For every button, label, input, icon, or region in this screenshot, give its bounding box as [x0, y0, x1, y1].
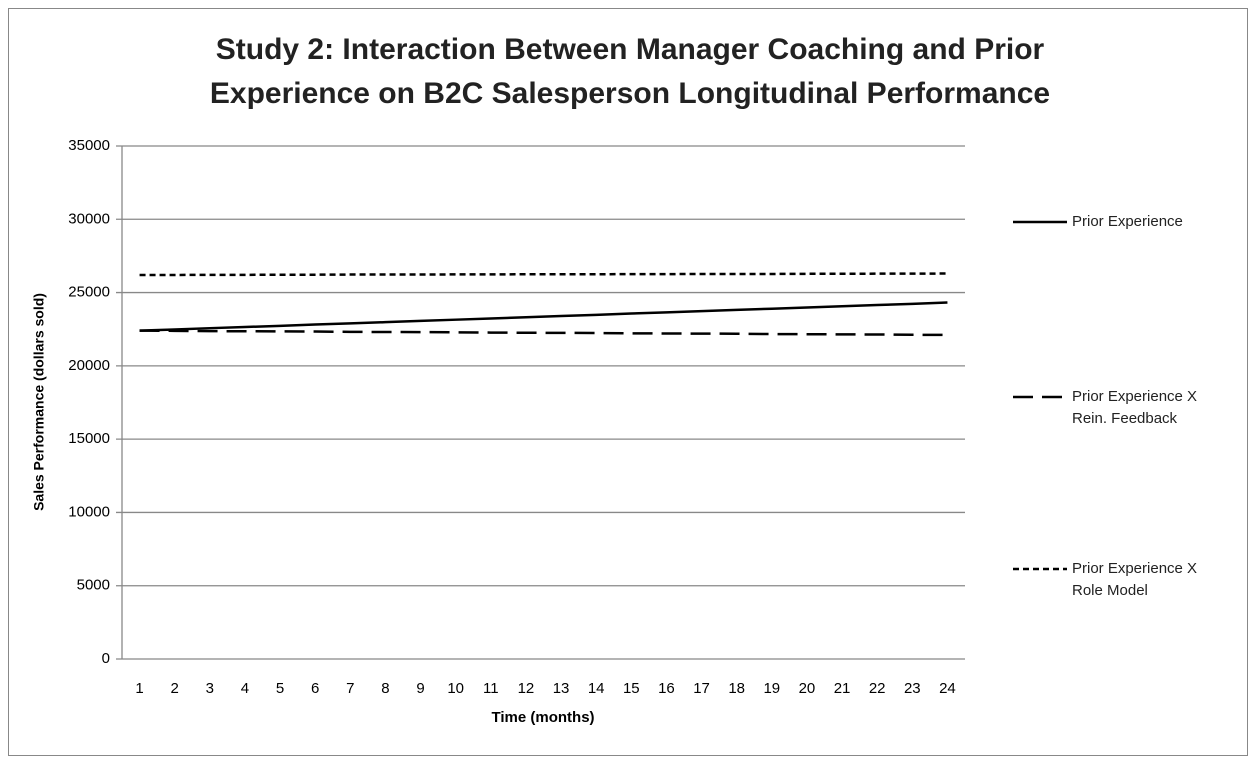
legend-entry: Prior Experience — [1072, 213, 1183, 230]
legend-entry: Prior Experience X Role Model — [1072, 560, 1198, 599]
x-tick-label: 18 — [728, 680, 745, 697]
x-tick-label: 16 — [658, 680, 675, 697]
x-tick-label: 20 — [799, 680, 816, 697]
x-tick-label: 23 — [904, 680, 921, 697]
x-tick-label: 10 — [447, 680, 464, 697]
x-tick-label: 4 — [241, 680, 249, 697]
series-line — [139, 272, 948, 277]
x-tick-label: 1 — [135, 680, 143, 697]
frame — [8, 8, 1248, 756]
x-tick-label: 17 — [693, 680, 710, 697]
x-tick-label: 14 — [588, 680, 605, 697]
y-tick-label: 0 — [102, 650, 110, 667]
x-tick-label: 15 — [623, 680, 640, 697]
x-tick-label: 5 — [276, 680, 284, 697]
x-tick-label: 2 — [171, 680, 179, 697]
x-tick-label: 13 — [553, 680, 570, 697]
x-tick-label: 9 — [416, 680, 424, 697]
legend-entry: Prior Experience X Rein. Feedback — [1072, 388, 1198, 427]
y-tick-label: 5000 — [77, 577, 110, 594]
x-tick-label: 8 — [381, 680, 389, 697]
y-tick-label: 35000 — [68, 137, 110, 154]
x-tick-label: 12 — [518, 680, 535, 697]
x-axis-label: Time (months) — [491, 709, 594, 726]
x-tick-label: 22 — [869, 680, 886, 697]
x-tick-label: 19 — [763, 680, 780, 697]
y-tick-label: 20000 — [68, 357, 110, 374]
x-tick-label: 24 — [939, 680, 956, 697]
y-tick-label: 15000 — [68, 430, 110, 447]
x-tick-label: 11 — [483, 680, 499, 697]
x-tick-label: 6 — [311, 680, 319, 697]
series-line — [139, 329, 948, 337]
x-tick-label: 3 — [206, 680, 214, 697]
y-axis-label: Sales Performance (dollars sold) — [31, 293, 47, 511]
chart-title: Study 2: Interaction Between Manager Coa… — [209, 33, 1051, 110]
y-tick-label: 30000 — [68, 210, 110, 227]
series-line — [139, 301, 948, 332]
x-tick-label: 7 — [346, 680, 354, 697]
x-tick-label: 21 — [834, 680, 851, 697]
y-tick-label: 10000 — [68, 503, 110, 520]
y-tick-label: 25000 — [68, 284, 110, 301]
